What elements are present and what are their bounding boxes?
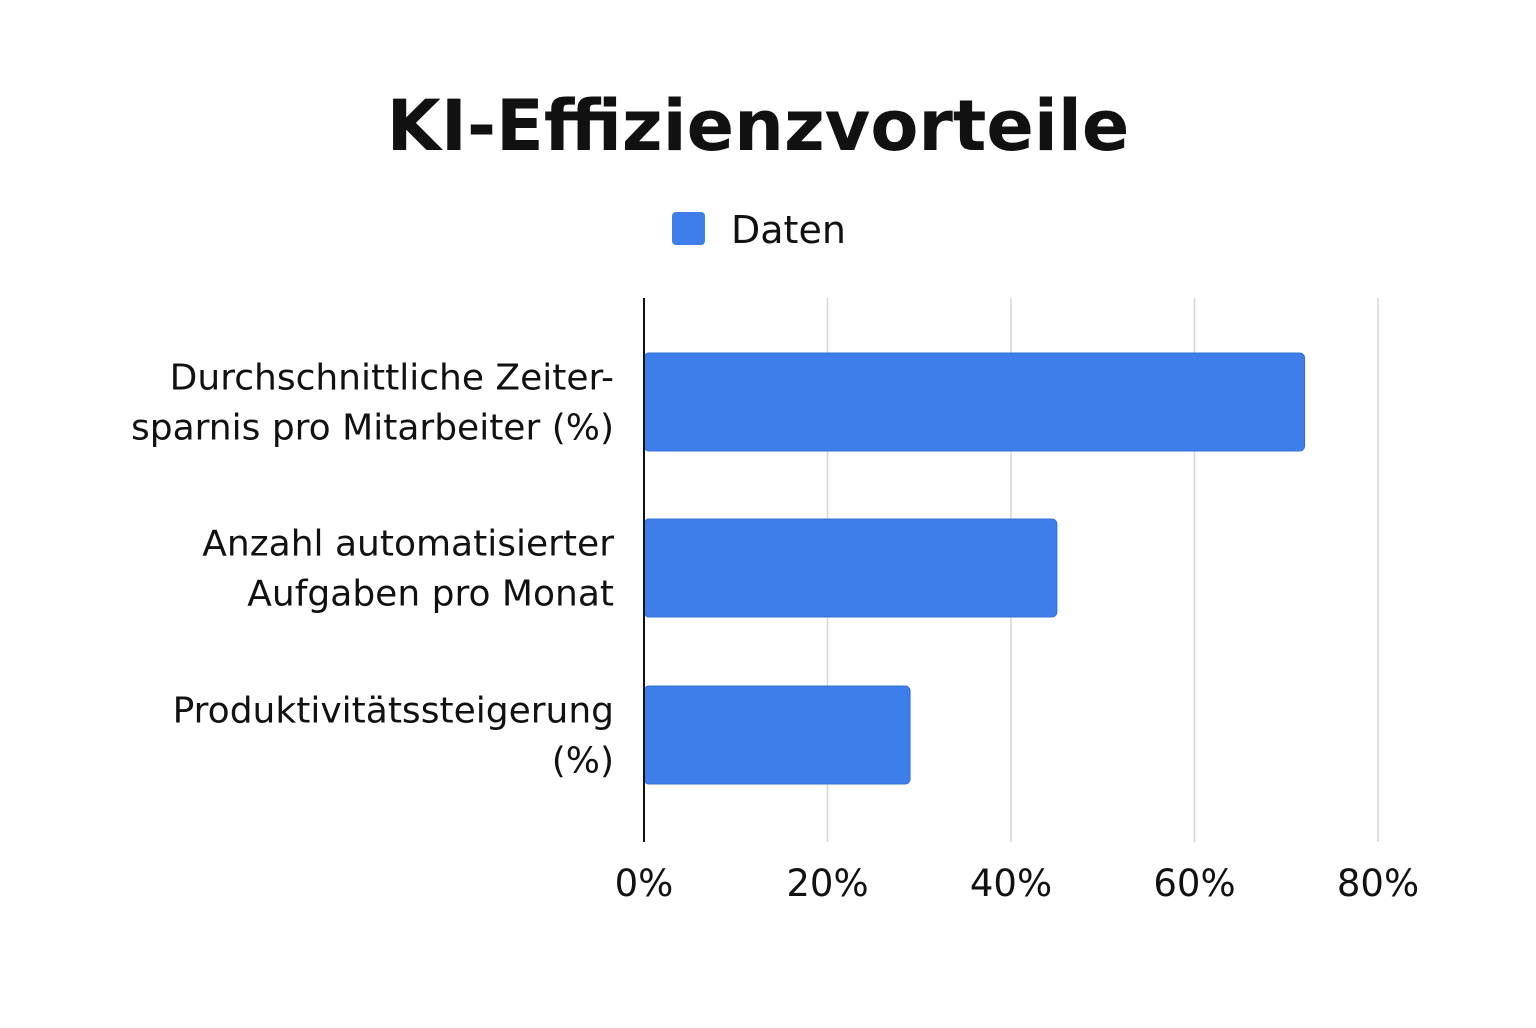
category-labels: Durchschnittliche Zeiter-sparnis pro Mit… (131, 358, 614, 782)
x-tick-label: 60% (1153, 862, 1235, 905)
legend-label: Daten (731, 208, 846, 252)
category-label-line: (%) (552, 741, 614, 782)
category-label-line: Anzahl automatisierter (202, 524, 614, 565)
legend-swatch (672, 212, 705, 245)
x-tick-labels: 0% 20% 40% 60% 80% (615, 862, 1419, 905)
x-tick-label: 40% (970, 862, 1052, 905)
x-tick-label: 0% (615, 862, 674, 905)
legend: Daten (672, 208, 846, 252)
bar (643, 352, 1306, 452)
x-tick-label: 20% (786, 862, 868, 905)
chart-title: KI-Effizienzvorteile (387, 85, 1130, 167)
category-label-line: sparnis pro Mitarbeiter (%) (131, 408, 614, 449)
category-label: Anzahl automatisierter Aufgaben pro Monat (202, 524, 614, 615)
x-tick-label: 80% (1337, 862, 1419, 905)
category-label: Durchschnittliche Zeiter-sparnis pro Mit… (131, 358, 614, 449)
bar (643, 685, 911, 785)
bars (643, 352, 1306, 785)
category-label-line: Durchschnittliche Zeiter- (170, 358, 614, 399)
category-label-line: Aufgaben pro Monat (247, 574, 614, 615)
category-label: Produktivitätssteigerung (%) (173, 691, 614, 782)
bar (643, 518, 1058, 618)
category-label-line: Produktivitätssteigerung (173, 691, 614, 732)
